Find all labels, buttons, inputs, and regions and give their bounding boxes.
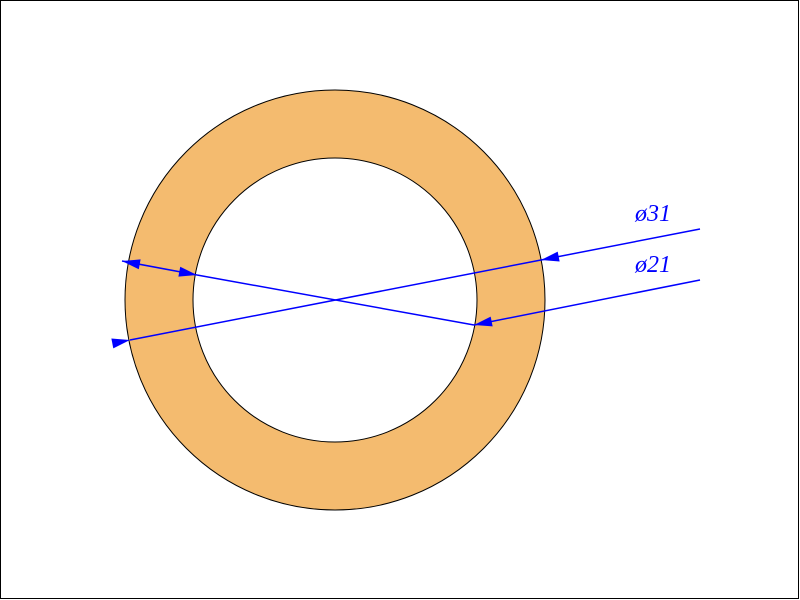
inner-dim-line xyxy=(197,275,474,325)
outer-dim-leader xyxy=(541,229,700,260)
technical-drawing xyxy=(0,0,800,600)
dimension-arrowhead xyxy=(111,339,130,349)
outer-diameter-label: ø31 xyxy=(635,201,671,228)
inner-diameter-label: ø21 xyxy=(635,252,671,279)
dimension-arrowhead xyxy=(541,252,560,262)
